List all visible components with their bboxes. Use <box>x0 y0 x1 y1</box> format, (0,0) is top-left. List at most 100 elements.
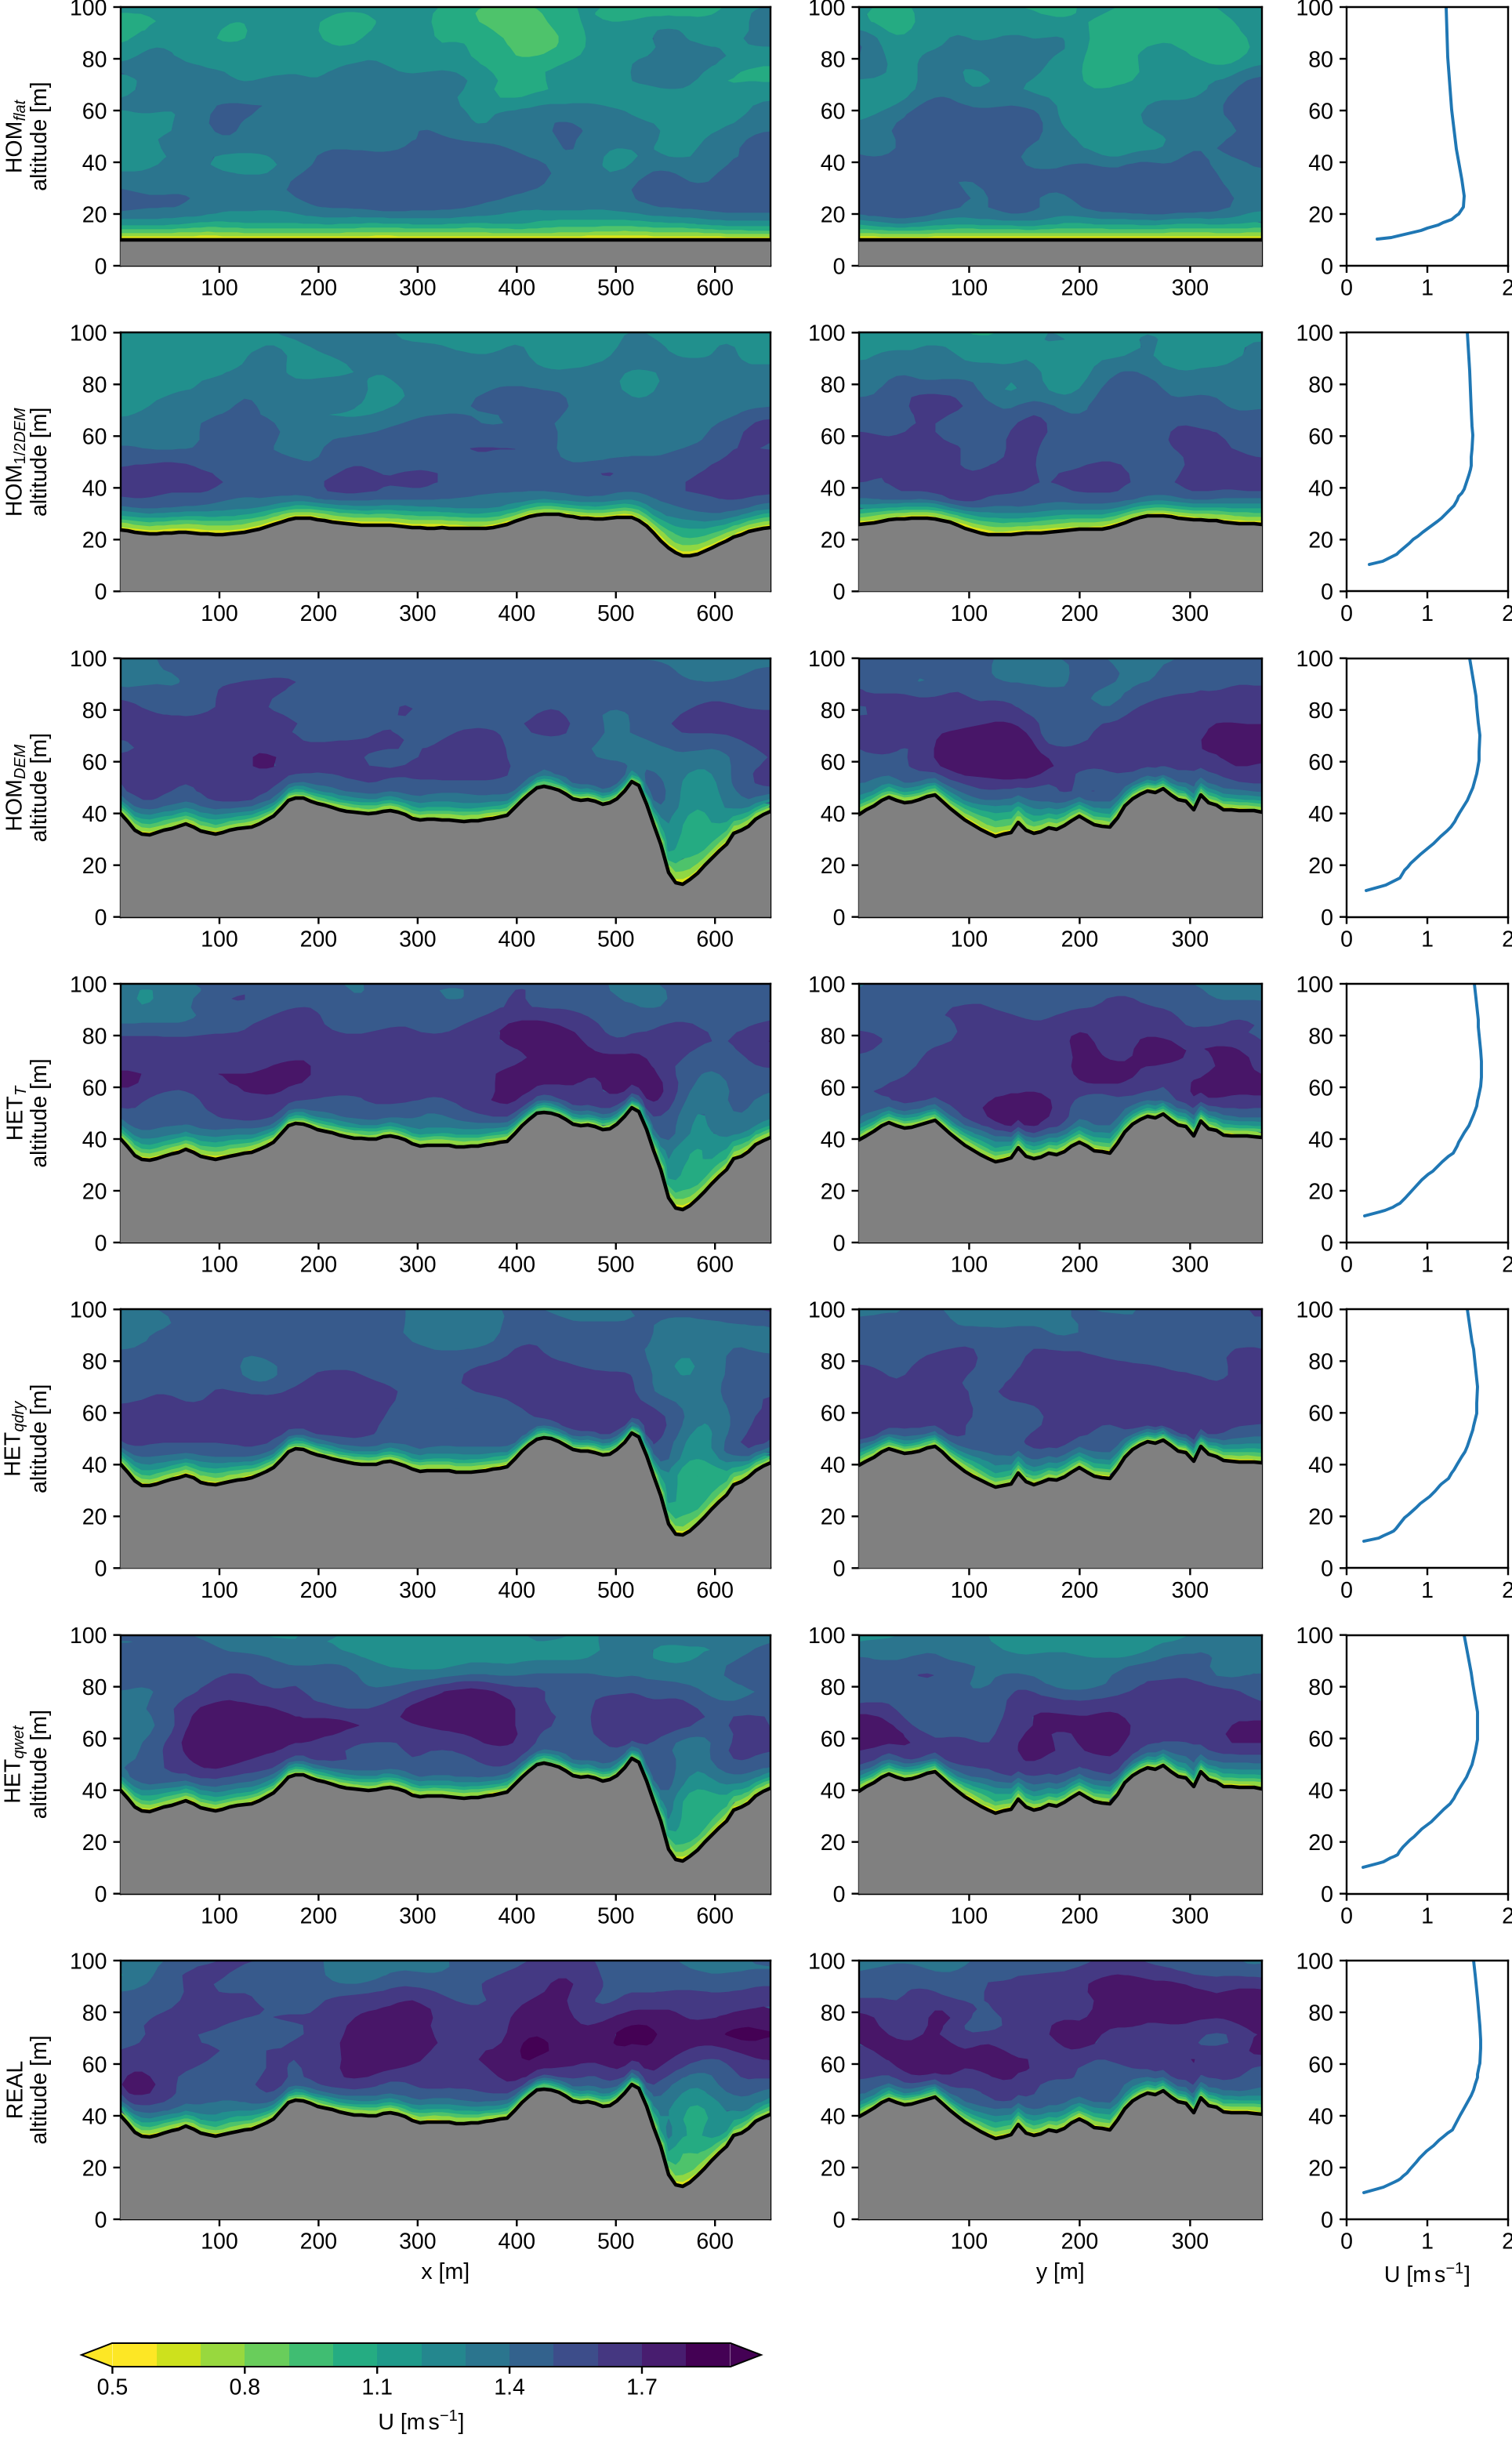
svg-text:1: 1 <box>1421 2229 1434 2255</box>
svg-text:500: 500 <box>597 276 635 301</box>
svg-text:0: 0 <box>1321 1557 1333 1582</box>
svg-text:300: 300 <box>399 2229 437 2255</box>
svg-text:400: 400 <box>499 1253 536 1278</box>
svg-text:0: 0 <box>95 254 107 279</box>
svg-text:60: 60 <box>821 1402 846 1427</box>
svg-text:60: 60 <box>82 425 107 450</box>
svg-text:300: 300 <box>399 276 437 301</box>
svg-text:80: 80 <box>821 1675 846 1700</box>
svg-text:U [ m: U [ m s ] − 1 <box>1384 2260 1474 2287</box>
svg-text:100: 100 <box>951 601 988 626</box>
svg-text:1: 1 <box>1421 276 1434 301</box>
svg-text:20: 20 <box>821 1505 846 1530</box>
svg-text:300: 300 <box>1172 1578 1209 1603</box>
svg-text:400: 400 <box>499 276 536 301</box>
svg-text:0.5: 0.5 <box>97 2375 129 2400</box>
svg-text:200: 200 <box>300 276 338 301</box>
svg-text:80: 80 <box>82 47 107 72</box>
svg-text:H E T T: H E T T <box>2 1085 30 1141</box>
svg-text:100: 100 <box>70 1624 107 1649</box>
svg-text:60: 60 <box>1308 750 1333 775</box>
svg-text:80: 80 <box>1308 47 1333 72</box>
svg-text:0: 0 <box>1340 276 1353 301</box>
svg-text:altitude [m]: altitude [m] <box>27 1710 52 1819</box>
svg-text:H E T q: H E T q d r y <box>0 1401 27 1477</box>
svg-text:40: 40 <box>82 1453 107 1478</box>
svg-text:0: 0 <box>833 254 846 279</box>
svg-text:REAL: REAL <box>2 2061 27 2119</box>
svg-text:100: 100 <box>201 927 238 952</box>
svg-text:200: 200 <box>1061 1903 1099 1928</box>
svg-text:100: 100 <box>951 1253 988 1278</box>
svg-text:60: 60 <box>1308 1727 1333 1752</box>
svg-text:400: 400 <box>499 927 536 952</box>
svg-text:20: 20 <box>82 1505 107 1530</box>
svg-text:80: 80 <box>1308 1024 1333 1049</box>
svg-text:100: 100 <box>70 1949 107 1974</box>
svg-text:300: 300 <box>1172 601 1209 626</box>
svg-text:300: 300 <box>399 601 437 626</box>
svg-text:20: 20 <box>1308 2156 1333 2181</box>
svg-text:60: 60 <box>82 1076 107 1101</box>
svg-text:60: 60 <box>82 750 107 775</box>
svg-text:60: 60 <box>1308 1076 1333 1101</box>
svg-text:40: 40 <box>821 1453 846 1478</box>
svg-text:60: 60 <box>821 2052 846 2077</box>
svg-text:500: 500 <box>597 601 635 626</box>
svg-text:60: 60 <box>1308 2052 1333 2077</box>
svg-text:80: 80 <box>82 2001 107 2026</box>
svg-text:600: 600 <box>696 927 734 952</box>
svg-text:80: 80 <box>1308 2001 1333 2026</box>
svg-text:300: 300 <box>399 1253 437 1278</box>
svg-text:100: 100 <box>1296 321 1333 346</box>
svg-text:600: 600 <box>696 601 734 626</box>
svg-text:100: 100 <box>808 321 846 346</box>
svg-text:200: 200 <box>300 1903 338 1928</box>
svg-text:1: 1 <box>1421 1578 1434 1603</box>
svg-text:400: 400 <box>499 1578 536 1603</box>
svg-text:200: 200 <box>1061 1253 1099 1278</box>
svg-text:600: 600 <box>696 1903 734 1928</box>
svg-text:0: 0 <box>95 1882 107 1907</box>
svg-text:100: 100 <box>201 1578 238 1603</box>
svg-text:1: 1 <box>1421 1903 1434 1928</box>
svg-text:300: 300 <box>399 927 437 952</box>
svg-text:300: 300 <box>1172 2229 1209 2255</box>
svg-text:80: 80 <box>82 373 107 398</box>
svg-text:20: 20 <box>821 528 846 553</box>
svg-text:600: 600 <box>696 1578 734 1603</box>
svg-text:40: 40 <box>821 477 846 502</box>
svg-text:200: 200 <box>300 2229 338 2255</box>
svg-text:500: 500 <box>597 1578 635 1603</box>
svg-text:0: 0 <box>95 1231 107 1256</box>
svg-text:300: 300 <box>399 1903 437 1928</box>
svg-text:1: 1 <box>1421 601 1434 626</box>
svg-text:40: 40 <box>82 1127 107 1152</box>
svg-text:0: 0 <box>95 580 107 605</box>
svg-text:40: 40 <box>821 1779 846 1804</box>
svg-text:200: 200 <box>1061 927 1099 952</box>
svg-text:400: 400 <box>499 2229 536 2255</box>
svg-text:80: 80 <box>82 1350 107 1375</box>
svg-text:200: 200 <box>1061 276 1099 301</box>
svg-text:H O M f: H O M f l a t <box>2 99 30 173</box>
svg-text:300: 300 <box>1172 1903 1209 1928</box>
svg-text:altitude [m]: altitude [m] <box>27 408 52 517</box>
svg-text:100: 100 <box>70 0 107 20</box>
svg-text:20: 20 <box>821 1830 846 1856</box>
svg-text:100: 100 <box>70 647 107 672</box>
svg-text:80: 80 <box>1308 1350 1333 1375</box>
svg-text:200: 200 <box>300 927 338 952</box>
svg-text:0: 0 <box>1340 1253 1353 1278</box>
svg-text:40: 40 <box>1308 151 1333 176</box>
svg-text:40: 40 <box>1308 1779 1333 1804</box>
svg-text:80: 80 <box>1308 698 1333 724</box>
svg-text:60: 60 <box>1308 99 1333 124</box>
svg-text:0: 0 <box>1321 1882 1333 1907</box>
svg-text:20: 20 <box>1308 1505 1333 1530</box>
svg-text:500: 500 <box>597 1253 635 1278</box>
svg-text:100: 100 <box>808 1298 846 1323</box>
svg-text:100: 100 <box>70 321 107 346</box>
svg-text:20: 20 <box>1308 528 1333 553</box>
svg-text:40: 40 <box>1308 1127 1333 1152</box>
